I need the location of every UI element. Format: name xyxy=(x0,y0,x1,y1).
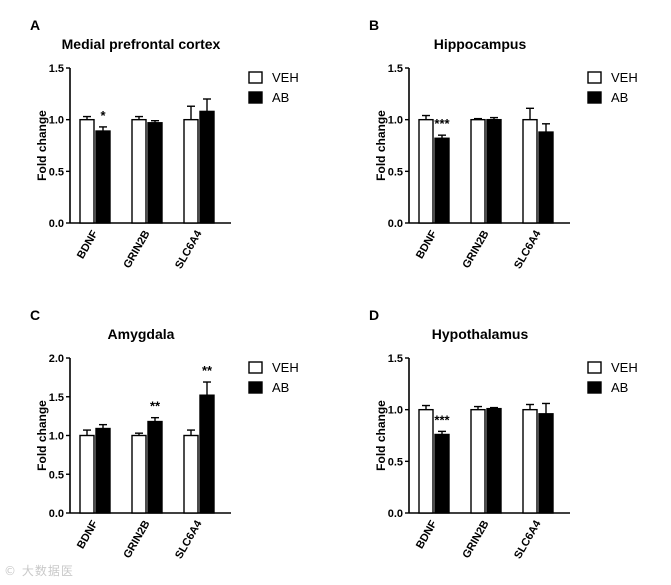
x-tick-label: SLC6A4 xyxy=(512,228,544,271)
bar-ab-slc6a4 xyxy=(538,413,554,514)
watermark: © 大数据医 xyxy=(4,564,74,578)
bar-veh-grin2b xyxy=(470,118,486,224)
bar-veh-bdnf xyxy=(418,118,434,224)
y-tick-label: 0.5 xyxy=(388,166,403,178)
bar-veh-bdnf xyxy=(418,408,434,514)
bar-ab-grin2b xyxy=(147,420,163,514)
legend-label: AB xyxy=(272,380,289,395)
bar-ab-slc6a4 xyxy=(538,131,554,224)
y-tick-label: 1.0 xyxy=(49,115,64,127)
panel-letter: A xyxy=(30,17,40,33)
y-tick-label: 1.5 xyxy=(49,392,64,404)
bar-ab-grin2b xyxy=(486,118,502,224)
significance-marker: ** xyxy=(202,363,213,378)
significance-marker: *** xyxy=(434,412,450,427)
legend-label: VEH xyxy=(272,360,299,375)
legend-label: AB xyxy=(611,380,628,395)
y-axis-label: Fold change xyxy=(35,110,49,181)
y-axis-label: Fold change xyxy=(374,400,388,471)
bar-veh-grin2b xyxy=(131,434,147,514)
y-tick-label: 1.0 xyxy=(49,431,64,443)
x-tick-label: BDNF xyxy=(75,518,101,551)
bar-ab-bdnf xyxy=(434,433,450,514)
bar-ab-slc6a4 xyxy=(199,394,215,514)
significance-marker: *** xyxy=(434,116,450,131)
y-tick-label: 0.0 xyxy=(388,508,403,520)
y-tick-label: 1.5 xyxy=(49,63,64,75)
legend-swatch-ab xyxy=(248,91,263,104)
y-axis-label: Fold change xyxy=(374,110,388,181)
legend-label: AB xyxy=(272,90,289,105)
y-tick-label: 0.5 xyxy=(388,456,403,468)
legend-swatch-ab xyxy=(587,91,602,104)
bar-veh-slc6a4 xyxy=(522,408,538,514)
legend-label: VEH xyxy=(272,70,299,85)
legend-swatch-ab xyxy=(587,381,602,394)
panel-letter: B xyxy=(369,17,379,33)
bar-veh-bdnf xyxy=(79,434,95,514)
y-tick-label: 0.0 xyxy=(388,218,403,230)
bar-veh-bdnf xyxy=(79,118,95,224)
bar-ab-bdnf xyxy=(434,137,450,224)
y-tick-label: 0.5 xyxy=(49,469,64,481)
bar-ab-bdnf xyxy=(95,130,111,224)
x-tick-label: GRIN2B xyxy=(121,228,152,270)
panel-C: C Amygdala Fold change 0.0 0.5 1.0 1.5 2.0 BDNF *… xyxy=(30,307,299,561)
panel-D: D Hypothalamus Fold change 0.0 0.5 1.0 1.5 *** B… xyxy=(369,307,638,561)
y-tick-label: 1.0 xyxy=(388,115,403,127)
y-axis-label: Fold change xyxy=(35,400,49,471)
y-tick-label: 0.0 xyxy=(49,218,64,230)
chart-title: Amygdala xyxy=(108,326,175,342)
legend-swatch-veh xyxy=(587,71,602,84)
bar-veh-grin2b xyxy=(470,408,486,514)
bar-ab-bdnf xyxy=(95,427,111,514)
bar-veh-grin2b xyxy=(131,118,147,224)
significance-marker: * xyxy=(100,108,106,123)
significance-marker: ** xyxy=(150,399,161,414)
bar-veh-slc6a4 xyxy=(522,118,538,224)
bar-ab-slc6a4 xyxy=(199,110,215,224)
legend-label: VEH xyxy=(611,360,638,375)
x-tick-label: SLC6A4 xyxy=(173,228,205,271)
x-tick-label: GRIN2B xyxy=(460,228,491,270)
y-tick-label: 2.0 xyxy=(49,353,64,365)
y-tick-label: 1.5 xyxy=(388,63,403,75)
legend-swatch-veh xyxy=(587,361,602,374)
legend-label: AB xyxy=(611,90,628,105)
y-tick-label: 1.0 xyxy=(388,405,403,417)
x-tick-label: BDNF xyxy=(414,228,440,261)
bar-ab-grin2b xyxy=(147,122,163,224)
legend-label: VEH xyxy=(611,70,638,85)
y-tick-label: 0.0 xyxy=(49,508,64,520)
x-tick-label: SLC6A4 xyxy=(512,518,544,561)
x-tick-label: GRIN2B xyxy=(121,518,152,560)
bar-veh-slc6a4 xyxy=(183,434,199,514)
panel-A: A Medial prefrontal cortex Fold change 0.0 0… xyxy=(30,17,299,271)
y-tick-label: 1.5 xyxy=(388,353,403,365)
x-tick-label: SLC6A4 xyxy=(173,518,205,561)
x-tick-label: GRIN2B xyxy=(460,518,491,560)
legend-swatch-veh xyxy=(248,361,263,374)
legend-swatch-ab xyxy=(248,381,263,394)
panel-letter: D xyxy=(369,307,379,323)
x-tick-label: BDNF xyxy=(75,228,101,261)
chart-title: Hypothalamus xyxy=(432,326,529,342)
legend-swatch-veh xyxy=(248,71,263,84)
chart-title: Hippocampus xyxy=(434,36,527,52)
x-tick-label: BDNF xyxy=(414,518,440,551)
y-tick-label: 0.5 xyxy=(49,166,64,178)
chart-title: Medial prefrontal cortex xyxy=(62,36,221,52)
bar-veh-slc6a4 xyxy=(183,118,199,224)
panel-B: B Hippocampus Fold change 0.0 0.5 1.0 1.5 *** BD… xyxy=(369,17,638,271)
panel-letter: C xyxy=(30,307,40,323)
bar-ab-grin2b xyxy=(486,407,502,514)
